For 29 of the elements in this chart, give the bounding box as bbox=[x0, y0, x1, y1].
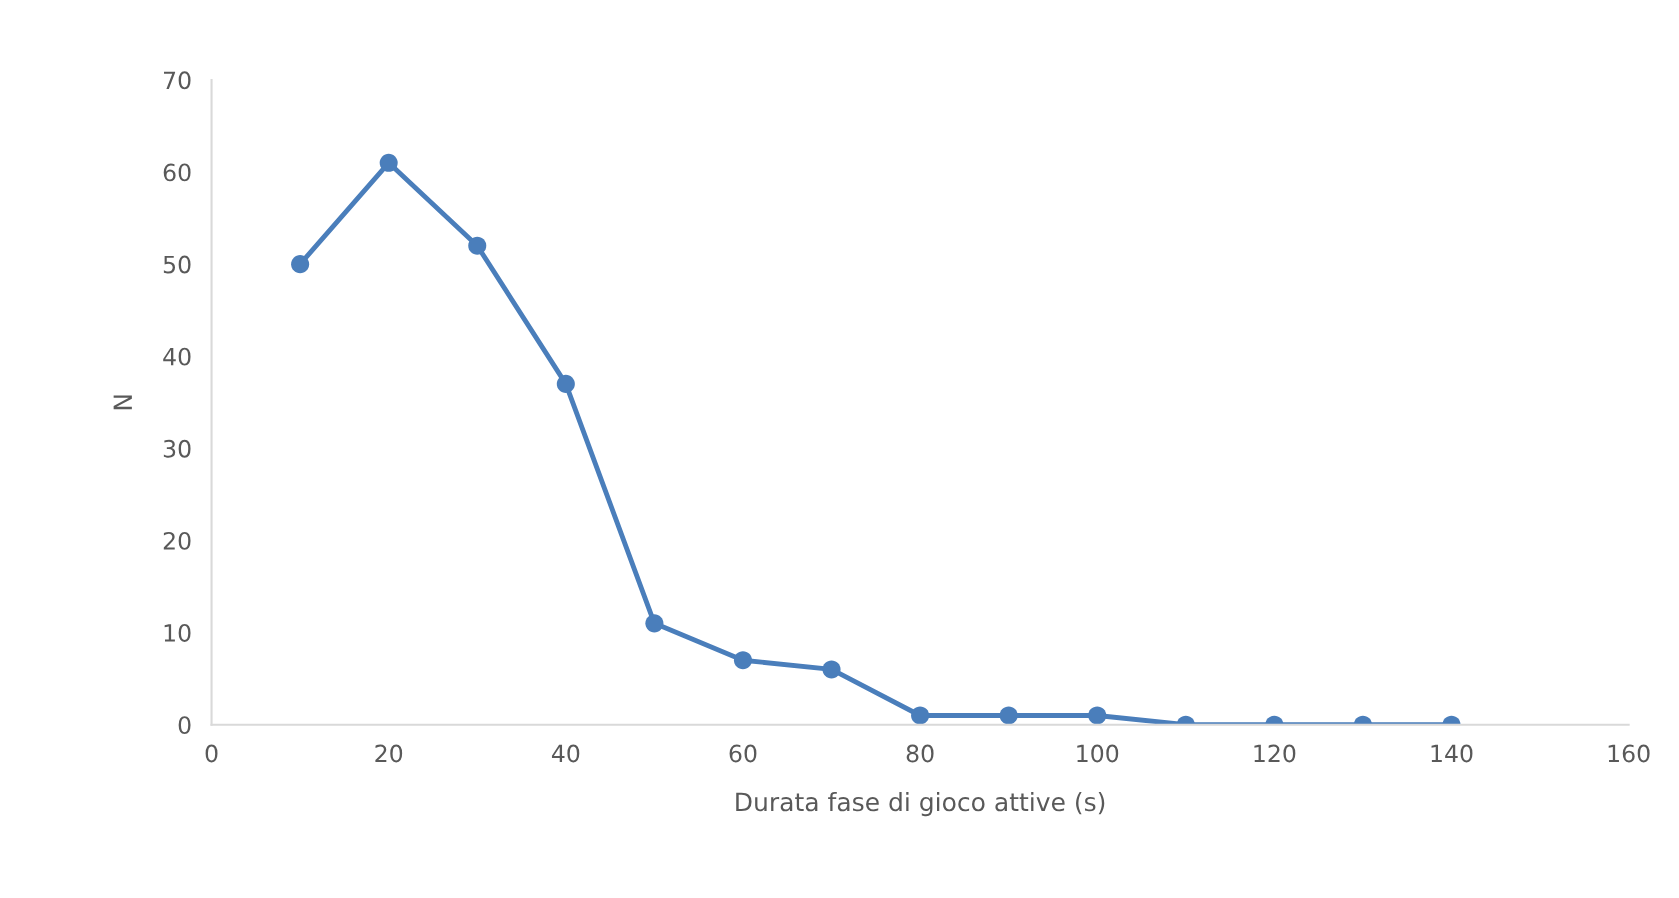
x-tick-label: 140 bbox=[1431, 744, 1473, 763]
x-tick-label: 0 bbox=[205, 744, 218, 763]
y-tick-label: 60 bbox=[163, 163, 191, 182]
x-tick-label: 80 bbox=[906, 744, 934, 763]
x-axis-title: Durata fase di gioco attive (s) bbox=[736, 791, 1105, 817]
point bbox=[468, 236, 487, 255]
point bbox=[733, 651, 752, 670]
point bbox=[291, 255, 310, 274]
x-tick-label: 60 bbox=[729, 744, 757, 763]
point bbox=[556, 374, 575, 393]
x-tick-label: 100 bbox=[1077, 744, 1119, 763]
x-tick-label: 40 bbox=[551, 744, 580, 763]
y-tick-label: 40 bbox=[163, 347, 191, 366]
point bbox=[999, 706, 1018, 725]
x-tick-label: 120 bbox=[1254, 744, 1296, 763]
y-tick-label: 10 bbox=[164, 624, 191, 642]
y-tick-label: 50 bbox=[163, 255, 191, 274]
point bbox=[645, 614, 664, 633]
point bbox=[379, 153, 398, 172]
point bbox=[822, 660, 841, 679]
y-axis-title: N bbox=[113, 395, 132, 410]
y-tick-label: 20 bbox=[163, 531, 191, 550]
x-tick-label: 20 bbox=[375, 744, 403, 763]
y-tick-label: 70 bbox=[164, 71, 191, 90]
x-tick-label: 160 bbox=[1608, 744, 1650, 763]
point bbox=[911, 706, 930, 725]
point bbox=[1088, 706, 1107, 725]
y-tick-label: 0 bbox=[178, 716, 191, 734]
y-tick-label: 30 bbox=[163, 439, 191, 458]
